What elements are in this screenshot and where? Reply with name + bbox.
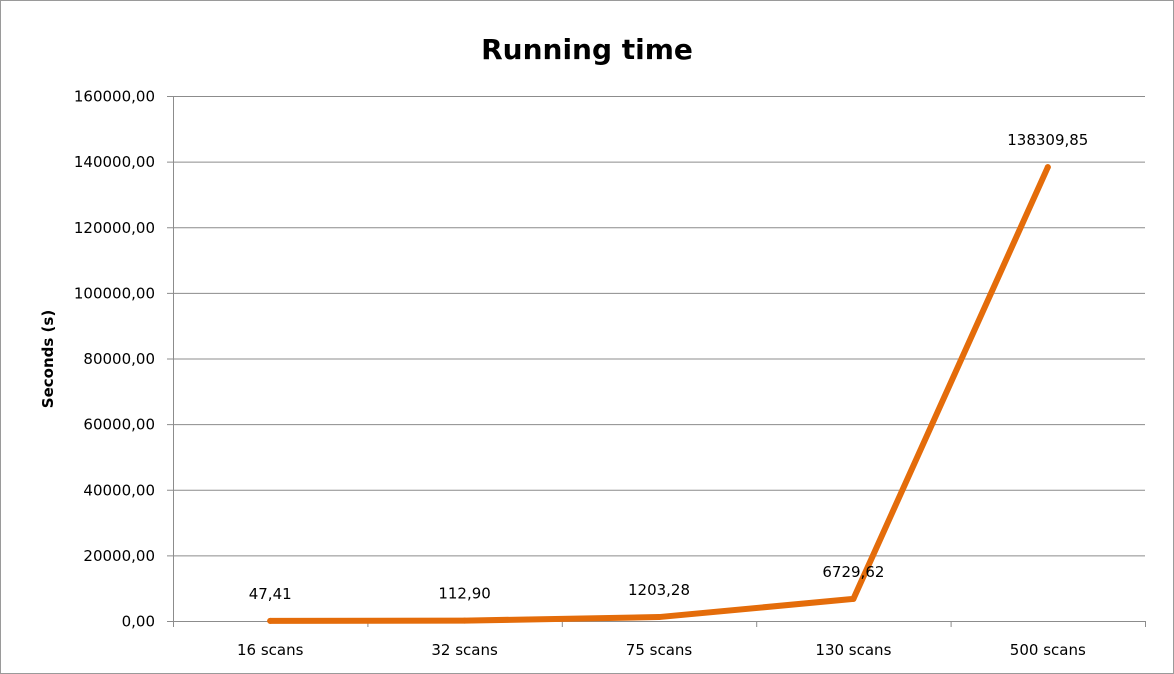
gridlines [167, 96, 1146, 627]
data-label: 112,90 [438, 585, 491, 603]
data-point [850, 595, 857, 602]
x-tick-label: 130 scans [815, 641, 891, 659]
y-axis-ticks: 0,00 20000,00 40000,00 60000,00 80000,00 1000… [74, 88, 155, 631]
y-tick-label: 120000,00 [74, 219, 155, 237]
x-tick-label: 16 scans [237, 641, 304, 659]
data-labels: 47,41 112,90 1203,28 6729,62 138309,85 [249, 131, 1089, 603]
series-line [267, 164, 1051, 624]
y-tick-label: 160000,00 [74, 88, 155, 106]
y-tick-label: 80000,00 [83, 350, 155, 368]
y-tick-label: 0,00 [122, 613, 155, 631]
data-point [1044, 164, 1051, 171]
data-label: 1203,28 [628, 581, 690, 599]
x-axis-ticks: 16 scans 32 scans 75 scans 130 scans 500 sca… [237, 641, 1086, 659]
x-tick-label: 32 scans [431, 641, 498, 659]
y-tick-label: 140000,00 [74, 153, 155, 171]
data-label: 138309,85 [1007, 131, 1088, 149]
x-tick-label: 75 scans [626, 641, 693, 659]
y-axis-label: Seconds (s) [39, 310, 57, 408]
data-label: 6729,62 [822, 563, 884, 581]
data-point [461, 617, 468, 624]
series-line-group [267, 164, 1051, 624]
data-point [656, 614, 662, 621]
y-tick-label: 40000,00 [83, 481, 155, 499]
y-tick-label: 60000,00 [83, 416, 155, 434]
y-tick-label: 100000,00 [74, 284, 155, 302]
y-tick-label: 20000,00 [83, 547, 155, 565]
chart-title: Running time [481, 33, 693, 66]
data-label: 47,41 [249, 585, 292, 603]
data-point [267, 617, 274, 624]
x-tick-label: 500 scans [1010, 641, 1086, 659]
